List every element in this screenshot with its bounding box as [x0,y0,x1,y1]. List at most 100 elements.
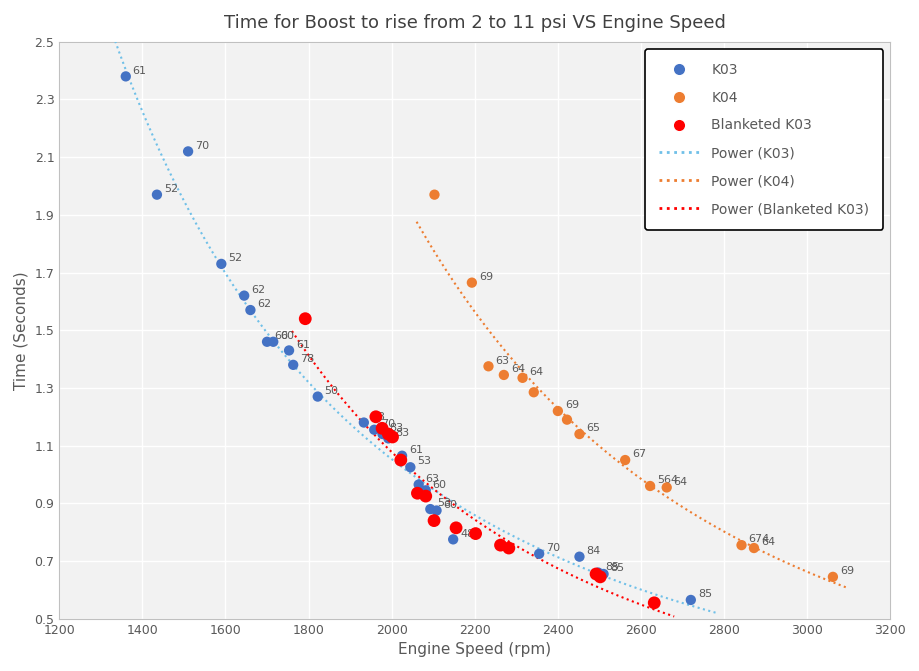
Point [418,491,433,501]
Point [596,568,610,579]
Point [572,429,586,440]
Text: 69: 69 [564,400,578,410]
Text: 53: 53 [370,412,384,422]
Point [243,305,257,315]
Text: 48: 48 [460,529,474,539]
Point [531,548,546,559]
Point [356,417,370,428]
Text: 69: 69 [839,566,853,576]
Point [286,360,301,370]
Point [429,505,444,516]
Text: 52: 52 [228,253,242,263]
Point [423,504,437,515]
Point [369,411,383,422]
Text: 83: 83 [395,427,409,437]
Text: 70: 70 [380,419,395,429]
Text: 62: 62 [251,285,265,295]
Point [119,71,133,82]
Y-axis label: Time (Seconds): Time (Seconds) [14,271,28,390]
Legend: K03, K04, Blanketed K03, Power (K03), Power (K04), Power (Blanketed K03): K03, K04, Blanketed K03, Power (K03), Po… [644,49,882,230]
Point [375,429,390,440]
Text: 63: 63 [425,474,439,484]
Text: 53: 53 [437,499,451,509]
Point [468,528,482,539]
Point [394,450,409,461]
Text: 78: 78 [300,354,314,364]
Text: 83: 83 [389,423,403,433]
Text: 85: 85 [605,562,618,572]
Point [426,515,441,526]
Text: 84: 84 [585,546,600,556]
Point [733,539,748,550]
Point [590,567,605,578]
Text: 69: 69 [478,272,493,282]
Text: 64: 64 [760,537,774,548]
Text: 85: 85 [697,589,711,599]
Text: 61: 61 [132,66,146,76]
Point [642,480,657,491]
Text: 564: 564 [656,475,677,485]
Text: 53: 53 [417,456,431,466]
Text: 50: 50 [324,386,338,396]
Text: 65: 65 [585,423,600,433]
Text: 67: 67 [631,450,645,459]
Point [367,424,381,435]
Text: 64: 64 [529,367,543,377]
Point [446,534,460,545]
Text: 60: 60 [274,331,288,341]
Point [496,370,511,380]
Point [646,597,661,608]
Point [659,482,674,493]
Point [572,552,586,562]
Point [592,572,607,582]
Point [824,572,839,582]
Point [180,146,195,157]
Point [683,595,698,605]
Text: 674: 674 [748,534,769,544]
Point [266,336,280,347]
Text: 70: 70 [546,543,560,553]
Point [150,189,165,200]
Point [403,462,417,472]
Point [501,543,516,554]
X-axis label: Engine Speed (rpm): Engine Speed (rpm) [398,642,550,657]
Point [380,433,395,444]
Point [298,313,312,324]
Point [374,423,389,433]
Point [618,455,632,466]
Text: 64: 64 [673,476,687,486]
Point [259,336,274,347]
Text: 52: 52 [164,184,177,194]
Text: 60: 60 [280,331,294,341]
Text: 61: 61 [409,445,423,455]
Text: 61: 61 [296,340,310,350]
Text: 70: 70 [195,141,209,150]
Point [410,488,425,499]
Point [464,277,479,288]
Point [481,361,495,372]
Text: 63: 63 [495,356,509,366]
Point [448,523,463,533]
Point [214,258,229,269]
Point [310,391,324,402]
Point [236,291,251,301]
Point [411,479,425,490]
Point [526,387,540,398]
Point [426,189,441,200]
Point [550,406,564,417]
Point [385,431,400,442]
Text: 85: 85 [610,563,624,573]
Text: 60: 60 [432,480,447,490]
Point [493,539,507,550]
Point [418,485,433,496]
Point [393,455,408,466]
Point [380,429,395,440]
Point [588,568,603,579]
Point [746,543,761,554]
Point [515,372,529,383]
Text: 62: 62 [257,299,271,309]
Text: 64: 64 [510,364,525,374]
Point [559,414,573,425]
Title: Time for Boost to rise from 2 to 11 psi VS Engine Speed: Time for Boost to rise from 2 to 11 psi … [223,14,725,32]
Point [281,345,296,356]
